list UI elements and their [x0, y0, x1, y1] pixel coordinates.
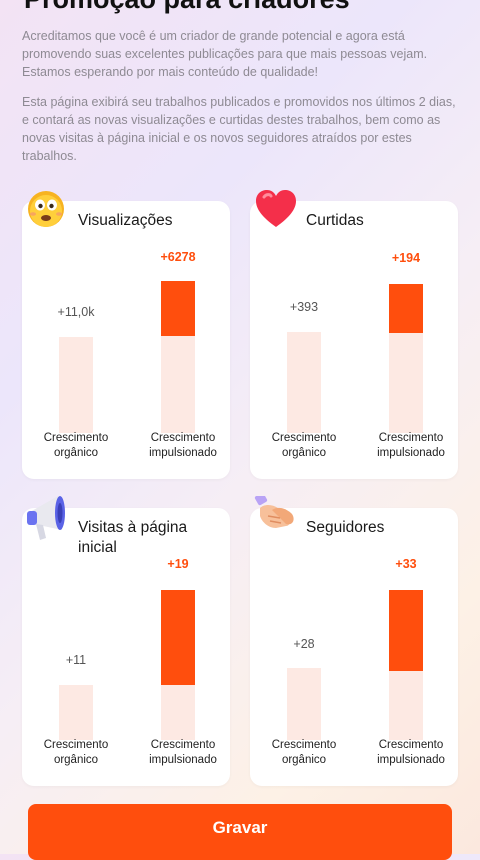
- boosted-value: +33: [395, 557, 417, 571]
- metric-card-profile-visits: Visitas à página inicial +11 +19 Crescim…: [22, 496, 230, 786]
- boosted-bar-fill: [161, 281, 195, 336]
- organic-value: +11,0k: [57, 305, 95, 319]
- boosted-bar: [389, 590, 423, 740]
- organic-bar: [59, 685, 93, 740]
- description-paragraph: Esta página exibirá seu trabalhos public…: [22, 95, 456, 163]
- surprised-face-icon: [26, 189, 66, 229]
- heart-icon: [254, 189, 296, 229]
- boosted-value: +194: [391, 251, 421, 265]
- organic-bar: [287, 332, 321, 433]
- boosted-label: Crescimento impulsionado: [377, 739, 445, 766]
- organic-bar-track: [287, 332, 321, 433]
- intro-paragraph: Acreditamos que você é um criador de gra…: [22, 29, 428, 79]
- boosted-label: Crescimento impulsionado: [377, 432, 445, 459]
- card-title: Visitas à página inicial: [78, 519, 188, 556]
- boosted-bar-fill: [389, 590, 423, 671]
- metric-card-views: Visualizações +11,0k +6278 Crescimento o…: [22, 191, 230, 479]
- boosted-bar: [389, 284, 423, 433]
- megaphone-icon: [24, 490, 70, 546]
- card-title: Visualizações: [78, 212, 173, 229]
- organic-bar-track: [59, 337, 93, 433]
- organic-label: Crescimento orgânico: [271, 739, 337, 766]
- boosted-value: +19: [167, 557, 189, 571]
- boosted-bar-fill: [389, 284, 423, 333]
- boosted-bar-fill: [161, 590, 195, 685]
- save-button[interactable]: Gravar: [28, 804, 452, 860]
- organic-value: +393: [289, 300, 319, 314]
- page-title: Promoção para criadores: [24, 0, 350, 15]
- boosted-value: +6278: [160, 250, 196, 264]
- card-title: Seguidores: [306, 519, 385, 536]
- metric-card-followers: Seguidores +28 +33 Crescimento orgânico …: [250, 492, 458, 786]
- organic-label: Crescimento orgânico: [43, 432, 109, 459]
- organic-bar-track: [59, 685, 93, 740]
- card-title: Curtidas: [306, 212, 364, 229]
- organic-bar-track: [287, 668, 321, 740]
- handshake-icon: [254, 492, 294, 536]
- organic-bar: [59, 337, 93, 433]
- organic-value: +11: [65, 653, 87, 667]
- organic-value: +28: [293, 637, 315, 651]
- metric-card-likes: Curtidas +393 +194 Crescimento orgânico …: [250, 190, 458, 479]
- boosted-bar: [161, 281, 195, 433]
- organic-label: Crescimento orgânico: [271, 432, 337, 459]
- boosted-bar: [161, 590, 195, 740]
- boosted-label: Crescimento impulsionado: [149, 739, 217, 766]
- boosted-label: Crescimento impulsionado: [149, 432, 217, 459]
- organic-bar: [287, 668, 321, 740]
- organic-label: Crescimento orgânico: [43, 739, 109, 766]
